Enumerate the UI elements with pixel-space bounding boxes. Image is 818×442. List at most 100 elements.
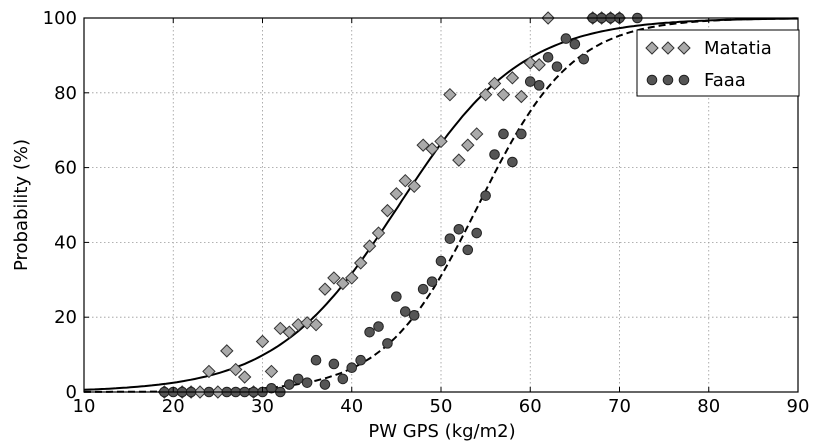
- data-point-matatia: [514, 89, 529, 104]
- data-point-faaa: [498, 128, 509, 140]
- data-point-matatia: [255, 334, 270, 349]
- x-tick-label: 10: [73, 396, 96, 417]
- data-point-faaa: [408, 310, 420, 321]
- data-point-faaa: [266, 382, 277, 394]
- data-point-matatia: [425, 142, 439, 156]
- y-tick-label: 20: [54, 307, 77, 328]
- x-tick-label: 30: [251, 396, 274, 417]
- legend-marker-faaa-shape: [662, 74, 674, 86]
- legend-marker-faaa-shape: [678, 74, 690, 86]
- data-point-faaa: [283, 379, 295, 390]
- data-point-matatia: [345, 271, 359, 285]
- data-point-matatia: [318, 282, 332, 296]
- data-point-faaa: [524, 76, 536, 87]
- data-point-faaa: [569, 38, 581, 50]
- data-point-faaa: [301, 377, 313, 388]
- data-point-matatia: [461, 138, 475, 152]
- y-axis-label: Probability (%): [11, 139, 32, 271]
- data-point-matatia: [327, 271, 341, 285]
- data-point-matatia: [237, 370, 252, 384]
- data-point-faaa: [578, 53, 590, 65]
- data-point-faaa: [292, 373, 304, 385]
- data-point-faaa: [346, 362, 358, 373]
- legend-label-faaa: Faaa: [704, 70, 746, 91]
- legend-marker-matatia-shape: [645, 41, 659, 55]
- data-point-faaa: [382, 338, 393, 349]
- data-point-faaa: [444, 233, 456, 244]
- data-point-faaa: [480, 190, 491, 201]
- data-point-faaa: [391, 291, 402, 302]
- data-point-matatia: [300, 316, 314, 330]
- data-point-matatia: [469, 127, 484, 141]
- y-tick-label: 60: [54, 158, 77, 179]
- data-point-faaa: [489, 149, 500, 160]
- y-tick-label: 80: [54, 83, 77, 104]
- data-point-matatia: [353, 256, 368, 270]
- data-point-faaa: [533, 80, 545, 91]
- data-point-faaa: [551, 61, 563, 72]
- data-point-faaa: [435, 255, 447, 267]
- y-tick-label: 0: [66, 382, 77, 403]
- data-point-matatia: [523, 56, 537, 70]
- legend-marker-matatia-shape: [677, 41, 691, 55]
- data-point-matatia: [380, 203, 395, 218]
- x-tick-label: 70: [608, 396, 631, 417]
- data-point-matatia: [478, 87, 493, 102]
- x-tick-label: 50: [430, 396, 453, 417]
- y-tick-label: 40: [54, 232, 77, 253]
- data-point-faaa: [516, 128, 527, 140]
- data-point-matatia: [487, 76, 502, 91]
- data-point-matatia: [220, 344, 234, 358]
- data-point-matatia: [389, 187, 404, 201]
- data-point-matatia: [505, 71, 520, 85]
- x-tick-label: 80: [697, 396, 720, 417]
- data-point-faaa: [319, 379, 331, 390]
- data-point-faaa: [355, 354, 366, 366]
- legend: Matatia Faaa: [636, 29, 800, 97]
- data-point-matatia: [282, 325, 296, 339]
- data-point-matatia: [202, 364, 216, 379]
- x-axis-label: PW GPS (kg/m2): [368, 421, 515, 442]
- data-point-faaa: [471, 227, 483, 239]
- data-point-matatia: [309, 317, 323, 332]
- data-point-matatia: [407, 179, 421, 194]
- legend-box: [636, 29, 800, 97]
- data-point-matatia: [336, 276, 350, 291]
- x-tick-label: 20: [162, 396, 185, 417]
- data-point-faaa: [426, 276, 438, 287]
- data-point-matatia: [362, 239, 377, 253]
- legend-marker-matatia-shape: [661, 41, 675, 55]
- data-point-matatia: [229, 362, 243, 377]
- data-point-faaa: [560, 33, 572, 44]
- data-point-faaa: [462, 244, 474, 256]
- data-point-faaa: [542, 51, 554, 63]
- data-point-matatia: [452, 153, 466, 167]
- data-point-faaa: [373, 321, 384, 332]
- data-point-matatia: [398, 173, 413, 188]
- y-tick-label: 100: [43, 8, 77, 29]
- legend-marker-matatia: [645, 41, 691, 55]
- legend-marker-faaa: [646, 74, 690, 86]
- x-tick-label: 60: [519, 396, 542, 417]
- legend-label-matatia: Matatia: [704, 38, 772, 59]
- data-point-matatia: [434, 134, 448, 149]
- ticks: 10 20 30 40 50 60 70 80 90 0 20 40 60 80 100: [43, 8, 810, 417]
- data-point-matatia: [496, 87, 511, 102]
- data-point-matatia: [532, 58, 546, 72]
- data-point-faaa: [417, 283, 429, 295]
- data-point-faaa: [328, 358, 340, 370]
- data-point-faaa: [337, 373, 349, 385]
- data-point-matatia: [264, 364, 279, 379]
- data-point-faaa: [310, 354, 322, 366]
- fit-curve-faaa: [84, 17, 798, 393]
- legend-marker-faaa-shape: [646, 74, 658, 86]
- data-point-faaa: [364, 326, 375, 338]
- data-point-faaa: [507, 156, 518, 168]
- grid: [84, 18, 798, 392]
- data-point-matatia: [371, 226, 386, 240]
- x-tick-label: 90: [787, 396, 810, 417]
- data-point-faaa: [453, 224, 465, 235]
- data-point-matatia: [443, 87, 457, 102]
- x-tick-label: 40: [340, 396, 363, 417]
